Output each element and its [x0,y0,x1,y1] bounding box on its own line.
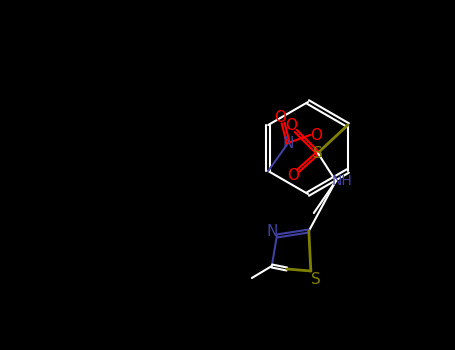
Text: O: O [287,168,299,183]
Text: O: O [310,127,322,142]
Text: N: N [283,135,294,150]
Text: N: N [266,224,278,239]
Text: O: O [274,110,286,125]
Text: S: S [313,146,323,161]
Text: O: O [285,119,297,133]
Text: S: S [311,272,321,287]
Text: NH: NH [331,174,352,188]
